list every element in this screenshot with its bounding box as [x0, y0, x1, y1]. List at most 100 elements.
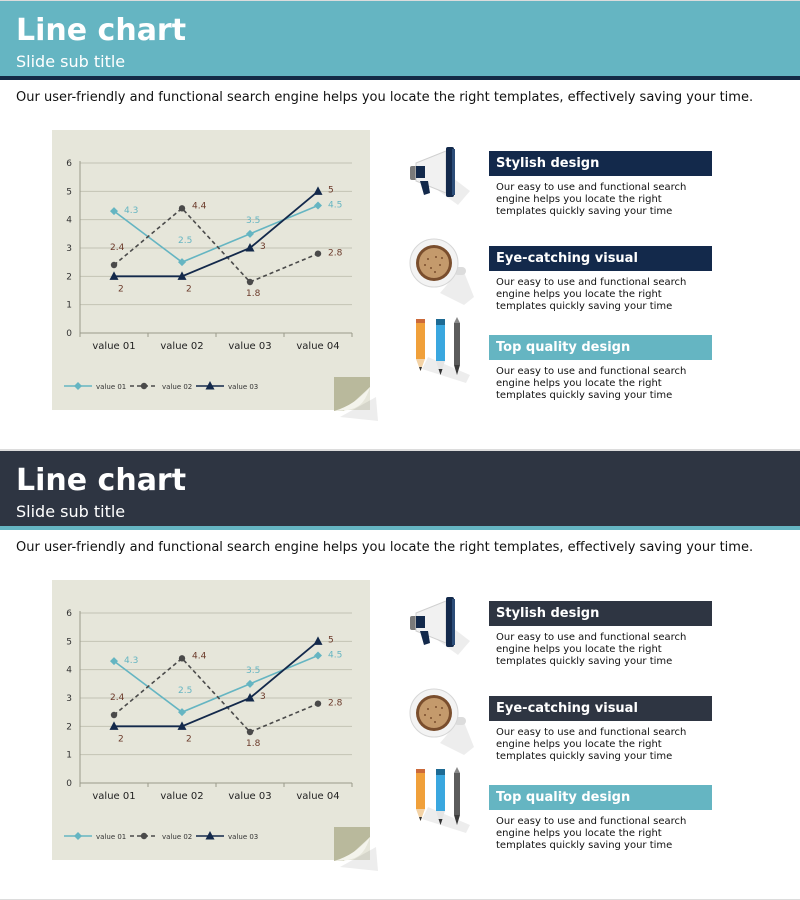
x-tick-label: value 03: [228, 791, 271, 802]
data-point-series-1: [314, 651, 322, 660]
y-tick-label: 5: [66, 637, 72, 647]
data-label-series-2: 1.8: [246, 289, 261, 299]
data-label-series-2: 2.4: [110, 243, 125, 253]
data-label-series-3: 3: [260, 242, 266, 252]
feature-text-stylish: Our easy to use and functional search en…: [496, 632, 687, 667]
y-tick-label: 1: [66, 751, 72, 761]
data-label-series-3: 2: [118, 284, 124, 294]
data-point-series-3: [313, 636, 323, 645]
legend-marker-3: [205, 831, 215, 840]
y-tick-label: 4: [66, 666, 72, 676]
feature-text-eye-catching: Our easy to use and functional search en…: [496, 727, 687, 762]
legend-marker-3: [205, 381, 215, 390]
data-label-series-3: 2: [186, 734, 192, 744]
data-point-series-1: [178, 258, 186, 267]
data-point-series-3: [109, 271, 119, 280]
data-label-series-1: 3.5: [246, 666, 260, 676]
chart-panel: 0 1 2 3 4 5 6 value 01 value 02 value 03 value 04 4…: [52, 580, 370, 860]
slide-title: Line chart: [16, 13, 187, 48]
pencils-icon: [416, 317, 470, 383]
x-tick-label: value 01: [92, 791, 135, 802]
y-tick-label: 6: [66, 609, 72, 619]
series-line-2: [113, 207, 319, 283]
slide-header: Line chart Slide sub title: [0, 1, 800, 77]
feature-heading-stylish: Stylish design: [489, 151, 712, 176]
data-point-series-2: [178, 655, 186, 662]
slide-description: Our user-friendly and functional search …: [16, 90, 754, 105]
data-point-series-3: [313, 186, 323, 195]
page-curl-decoration: [334, 377, 378, 421]
slide-subtitle: Slide sub title: [16, 502, 126, 521]
y-tick-label: 0: [66, 329, 72, 339]
data-label-series-1: 3.5: [246, 216, 260, 226]
slide-title: Line chart: [16, 463, 187, 498]
megaphone-icon: [410, 597, 470, 655]
data-label-series-2: 4.4: [192, 651, 207, 661]
y-tick-label: 3: [66, 694, 72, 704]
data-label-series-2: 2.8: [328, 249, 343, 259]
data-label-series-2: 1.8: [246, 739, 261, 749]
data-point-series-1: [178, 708, 186, 717]
legend-label-1: value 01: [96, 383, 126, 391]
y-tick-label: 1: [66, 301, 72, 311]
header-divider: [0, 76, 800, 80]
x-tick-label: value 03: [228, 341, 271, 352]
feature-heading-top-quality: Top quality design: [489, 335, 712, 360]
data-label-series-1: 4.3: [124, 206, 138, 216]
legend-marker-2: [140, 382, 148, 390]
series-line-2: [113, 657, 319, 733]
feature-text-stylish: Our easy to use and functional search en…: [496, 182, 687, 217]
page-curl-decoration: [334, 827, 378, 871]
legend-label-2: value 02: [162, 833, 192, 841]
feature-heading-eye-catching: Eye-catching visual: [489, 696, 712, 721]
data-point-series-1: [314, 201, 322, 210]
data-point-series-2: [314, 700, 322, 707]
pencils-icon: [416, 767, 470, 833]
legend-marker-1: [74, 832, 82, 840]
data-point-series-2: [178, 205, 186, 212]
line-chart: 0 1 2 3 4 5 6 value 01 value 02 value 03 value 04 4…: [64, 609, 353, 841]
y-tick-label: 2: [66, 272, 72, 282]
coffee-cup-icon: [409, 688, 474, 755]
data-point-series-1: [246, 229, 254, 238]
data-label-series-3: 2: [186, 284, 192, 294]
data-point-series-3: [177, 721, 187, 730]
slide-subtitle: Slide sub title: [16, 52, 126, 71]
data-label-series-3: 3: [260, 692, 266, 702]
legend-label-3: value 03: [228, 383, 258, 391]
slide-description: Our user-friendly and functional search …: [16, 540, 754, 555]
data-point-series-3: [109, 721, 119, 730]
x-tick-label: value 02: [160, 791, 203, 802]
data-label-series-1: 2.5: [178, 236, 192, 246]
data-point-series-1: [110, 657, 118, 666]
megaphone-icon: [410, 147, 470, 205]
feature-text-eye-catching: Our easy to use and functional search en…: [496, 277, 687, 312]
line-chart: 0 1 2 3 4 5 6 value 01 value 02 value 03 value 04 4…: [64, 159, 353, 391]
data-label-series-1: 4.5: [328, 651, 342, 661]
data-label-series-3: 5: [328, 185, 334, 195]
data-label-series-2: 2.4: [110, 693, 125, 703]
header-divider: [0, 526, 800, 530]
data-label-series-2: 4.4: [192, 201, 207, 211]
data-point-series-1: [110, 207, 118, 216]
slide-header: Line chart Slide sub title: [0, 451, 800, 527]
data-label-series-1: 2.5: [178, 686, 192, 696]
legend-label-2: value 02: [162, 383, 192, 391]
data-label-series-2: 2.8: [328, 699, 343, 709]
data-label-series-1: 4.3: [124, 656, 138, 666]
data-label-series-1: 4.5: [328, 201, 342, 211]
y-tick-label: 3: [66, 244, 72, 254]
legend-label-1: value 01: [96, 833, 126, 841]
x-tick-label: value 04: [296, 341, 339, 352]
data-label-series-3: 2: [118, 734, 124, 744]
chart-panel: 0 1 2 3 4 5 6 value 01 value 02 value 03 value 04 4…: [52, 130, 370, 410]
y-tick-label: 6: [66, 159, 72, 169]
series-line-3: [114, 190, 319, 278]
x-tick-label: value 04: [296, 791, 339, 802]
series-line-1: [113, 204, 319, 264]
feature-heading-stylish: Stylish design: [489, 601, 712, 626]
y-tick-label: 4: [66, 216, 72, 226]
data-point-series-3: [245, 243, 255, 252]
data-point-series-2: [110, 261, 118, 269]
data-point-series-1: [246, 679, 254, 688]
